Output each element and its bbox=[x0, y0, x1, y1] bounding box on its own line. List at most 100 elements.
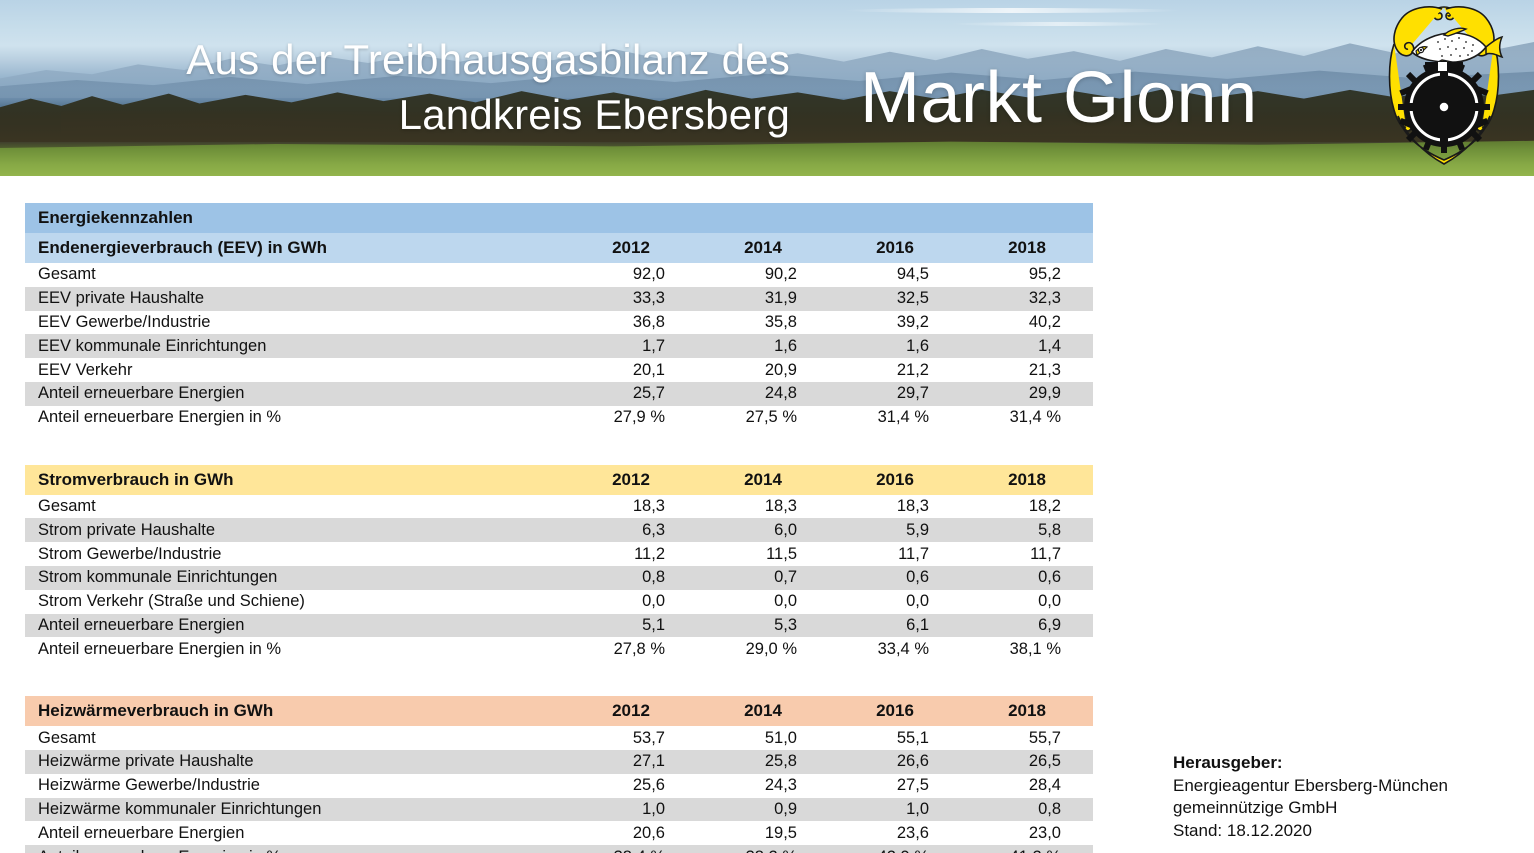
row-value: 20,6 bbox=[565, 821, 697, 846]
row-value: 0,6 bbox=[961, 565, 1093, 590]
row-value: 42,9 % bbox=[829, 845, 961, 853]
row-value: 29,0 % bbox=[697, 637, 829, 662]
section-band-row: Energiekennzahlen bbox=[25, 203, 1093, 233]
row-value: 20,9 bbox=[697, 358, 829, 382]
table-row: Anteil erneuerbare Energien in % 27,8 % 29… bbox=[25, 637, 1093, 662]
presentation-title-line1: Aus der Treibhausgasbilanz des bbox=[186, 36, 790, 83]
table-row: EEV kommunale Einrichtungen 1,7 1,6 1,6 1,4 bbox=[25, 334, 1093, 359]
row-value: 29,9 bbox=[961, 381, 1093, 406]
publisher-legal-form: gemeinnützige GmbH bbox=[1173, 798, 1338, 818]
row-value: 1,7 bbox=[565, 334, 697, 359]
row-label: EEV Gewerbe/Industrie bbox=[25, 310, 565, 335]
table-header-label: Heizwärmeverbrauch in GWh bbox=[25, 696, 565, 727]
table-row: Gesamt 18,3 18,3 18,3 18,2 bbox=[25, 494, 1093, 519]
meadow-field bbox=[0, 140, 1534, 176]
row-label: EEV kommunale Einrichtungen bbox=[25, 334, 565, 359]
row-label: Anteil erneuerbare Energien in % bbox=[25, 637, 565, 662]
row-value: 92,0 bbox=[565, 263, 697, 287]
row-value: 1,6 bbox=[697, 334, 829, 359]
row-label: Gesamt bbox=[25, 726, 565, 750]
row-value: 0,8 bbox=[961, 797, 1093, 822]
row-label: Strom kommunale Einrichtungen bbox=[25, 565, 565, 590]
row-value: 23,6 bbox=[829, 821, 961, 846]
row-value: 27,9 % bbox=[565, 405, 697, 430]
table-row: Heizwärme private Haushalte 27,1 25,8 26,6 2… bbox=[25, 749, 1093, 774]
table-row: Anteil erneuerbare Energien 5,1 5,3 6,1 6,9 bbox=[25, 613, 1093, 638]
row-value: 6,9 bbox=[961, 613, 1093, 638]
table-row: Gesamt 92,0 90,2 94,5 95,2 bbox=[25, 263, 1093, 287]
cloud-streak-icon bbox=[843, 8, 1182, 13]
row-label: Heizwärme kommunaler Einrichtungen bbox=[25, 797, 565, 822]
row-value: 53,7 bbox=[565, 726, 697, 750]
section-band-spacer bbox=[961, 203, 1093, 233]
row-label: Strom private Haushalte bbox=[25, 518, 565, 543]
table-row: Anteil erneuerbare Energien in % 27,9 % 27… bbox=[25, 405, 1093, 430]
table-row: EEV Gewerbe/Industrie 36,8 35,8 39,2 40,2 bbox=[25, 310, 1093, 335]
publisher-label: Herausgeber: bbox=[1173, 753, 1283, 772]
column-header-year: 2012 bbox=[565, 696, 697, 727]
column-header-year: 2014 bbox=[697, 696, 829, 727]
table-header-label: Endenergieverbrauch (EEV) in GWh bbox=[25, 233, 565, 263]
row-value: 36,8 bbox=[565, 310, 697, 335]
kpi-table-endenergieverbrauch: Endenergieverbrauch (EEV) in GWh 2012 2014… bbox=[25, 233, 1093, 430]
publisher-info: Herausgeber: Energieagentur Ebersberg-Mü… bbox=[1173, 752, 1448, 842]
row-label: Heizwärme private Haushalte bbox=[25, 749, 565, 774]
row-value: 26,5 bbox=[961, 749, 1093, 774]
row-value: 23,0 bbox=[961, 821, 1093, 846]
column-header-year: 2012 bbox=[565, 233, 697, 263]
row-label: Anteil erneuerbare Energien in % bbox=[25, 845, 565, 853]
row-label: EEV private Haushalte bbox=[25, 286, 565, 311]
row-value: 21,2 bbox=[829, 358, 961, 382]
column-header-year: 2012 bbox=[565, 464, 697, 495]
table-row: EEV Verkehr 20,1 20,9 21,2 21,3 bbox=[25, 358, 1093, 382]
table-header-row: Endenergieverbrauch (EEV) in GWh 2012 2014… bbox=[25, 233, 1093, 263]
row-value: 40,2 bbox=[961, 310, 1093, 335]
row-value: 20,1 bbox=[565, 358, 697, 382]
table-row: Anteil erneuerbare Energien in %38,4 %38… bbox=[25, 845, 1093, 853]
table-row: Anteil erneuerbare Energien 25,7 24,8 29,7 2… bbox=[25, 381, 1093, 406]
forest-silhouette bbox=[0, 88, 1534, 142]
table-row: Strom kommunale Einrichtungen 0,8 0,7 0,6 0,… bbox=[25, 565, 1093, 590]
table-row: EEV private Haushalte 33,3 31,9 32,5 32,3 bbox=[25, 286, 1093, 311]
row-value: 11,5 bbox=[697, 542, 829, 566]
column-header-year: 2016 bbox=[829, 464, 961, 495]
kpi-table-heizwaermeverbrauch: Heizwärmeverbrauch in GWh 2012 2014 2016 201… bbox=[25, 696, 1093, 853]
row-value: 0,0 bbox=[829, 589, 961, 614]
row-value: 6,1 bbox=[829, 613, 961, 638]
row-value: 5,9 bbox=[829, 518, 961, 543]
row-value: 27,5 bbox=[829, 773, 961, 798]
row-value: 39,2 bbox=[829, 310, 961, 335]
markt-glonn-coat-of-arms-logo bbox=[1382, 4, 1506, 168]
row-value: 19,5 bbox=[697, 821, 829, 846]
row-value: 5,8 bbox=[961, 518, 1093, 543]
row-value: 11,7 bbox=[829, 542, 961, 566]
section-band-spacer bbox=[697, 203, 829, 233]
table-header-label: Stromverbrauch in GWh bbox=[25, 464, 565, 495]
publisher-date: Stand: 18.12.2020 bbox=[1173, 820, 1312, 840]
row-value: 31,9 bbox=[697, 286, 829, 311]
row-value: 38,4 % bbox=[565, 845, 697, 853]
row-value: 0,0 bbox=[565, 589, 697, 614]
row-label: Strom Gewerbe/Industrie bbox=[25, 542, 565, 566]
kpi-table-stromverbrauch: Stromverbrauch in GWh 2012 2014 2016 2018 Ges… bbox=[25, 464, 1093, 662]
row-value: 41,2 % bbox=[961, 845, 1093, 853]
publisher-organization: Energieagentur Ebersberg-München bbox=[1173, 775, 1449, 795]
row-label: Gesamt bbox=[25, 494, 565, 519]
column-header-year: 2018 bbox=[961, 464, 1093, 495]
row-value: 95,2 bbox=[961, 263, 1093, 287]
row-value: 33,3 bbox=[565, 286, 697, 311]
row-value: 18,3 bbox=[565, 494, 697, 519]
row-label: Gesamt bbox=[25, 263, 565, 287]
row-value: 35,8 bbox=[697, 310, 829, 335]
row-value: 21,3 bbox=[961, 358, 1093, 382]
column-header-year: 2014 bbox=[697, 233, 829, 263]
row-label: Anteil erneuerbare Energien bbox=[25, 613, 565, 638]
table-row: Strom private Haushalte 6,3 6,0 5,9 5,8 bbox=[25, 518, 1093, 543]
column-header-year: 2016 bbox=[829, 696, 961, 727]
row-value: 32,5 bbox=[829, 286, 961, 311]
row-value: 32,3 bbox=[961, 286, 1093, 311]
table-row: Strom Verkehr (Straße und Schiene) 0,0 0,0… bbox=[25, 589, 1093, 614]
row-value: 25,6 bbox=[565, 773, 697, 798]
row-value: 38,1 % bbox=[961, 637, 1093, 662]
presentation-title: Aus der Treibhausgasbilanz des Landkreis… bbox=[30, 32, 790, 143]
